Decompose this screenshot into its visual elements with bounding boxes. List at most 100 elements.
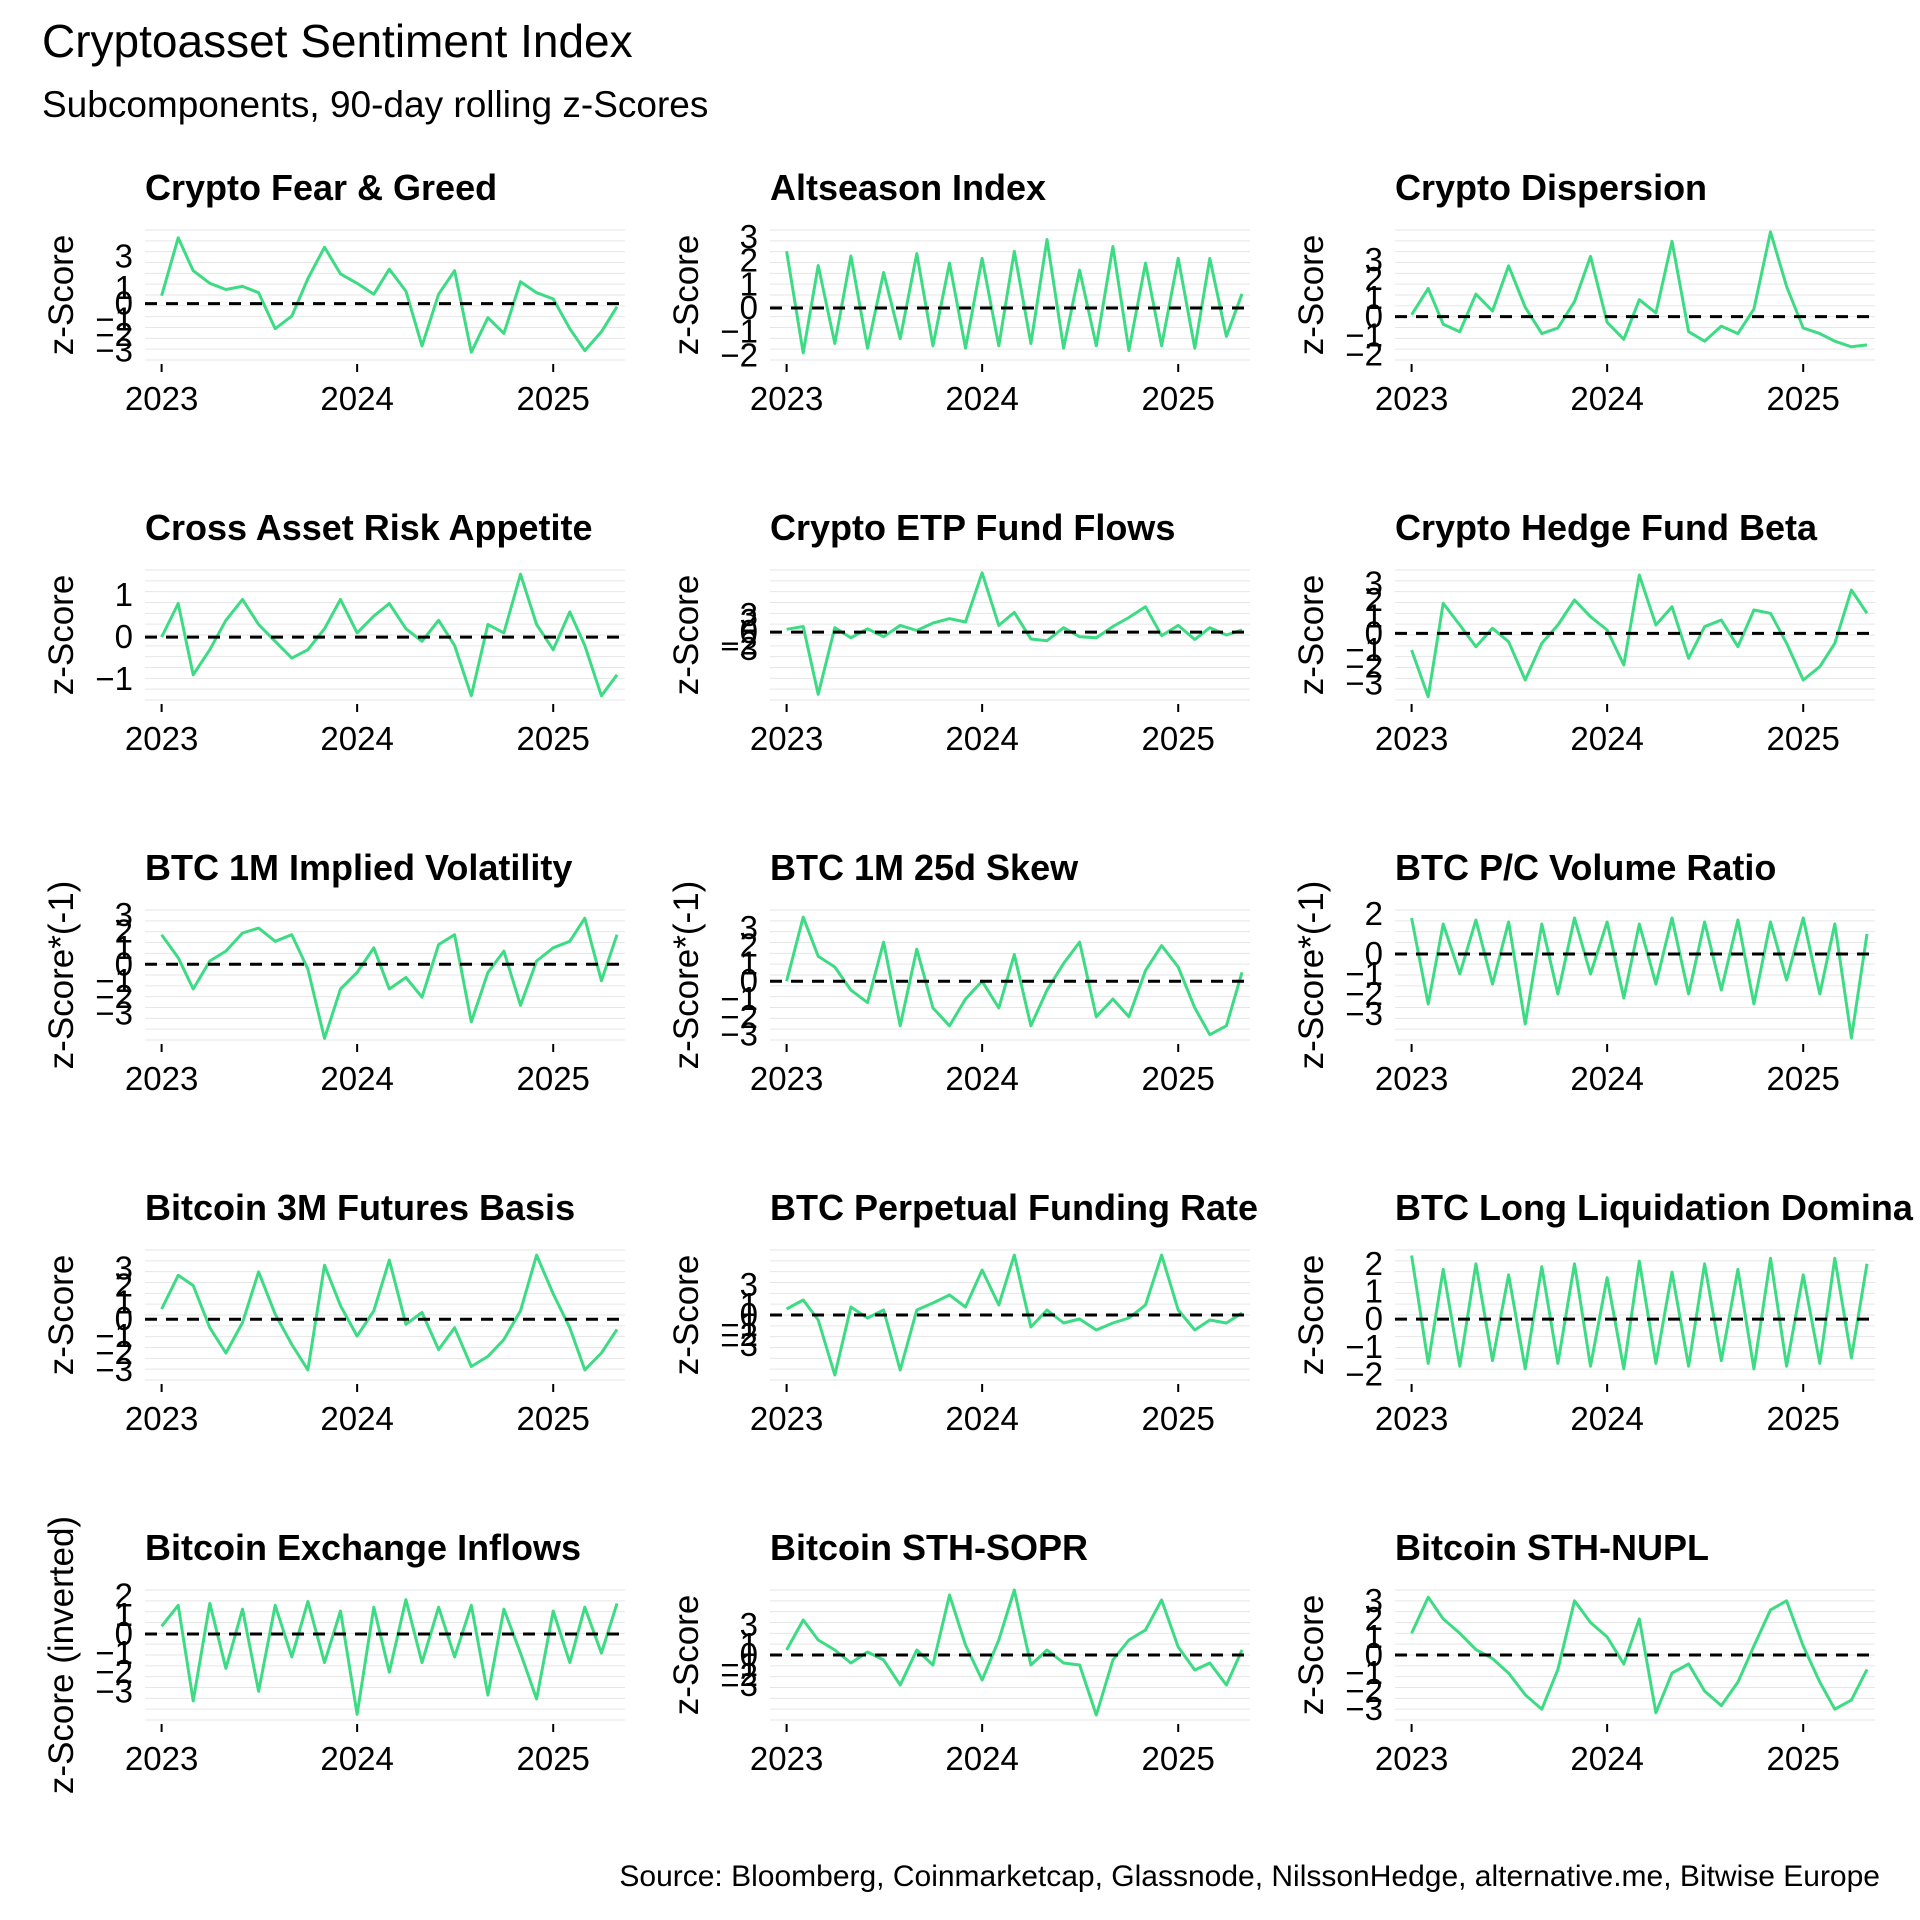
y-tick-label: 0: [115, 1615, 133, 1652]
y-tick-label: −1: [720, 980, 758, 1017]
y-tick-label: 1: [740, 944, 758, 981]
panel-title: Crypto ETP Fund Flows: [770, 507, 1175, 548]
y-axis-label: z-Score: [42, 1255, 81, 1376]
x-tick-label: 2023: [1375, 1400, 1448, 1437]
x-tick-label: 2025: [1767, 720, 1840, 757]
y-tick-label: 0: [115, 1300, 133, 1337]
series-line: [160, 1598, 619, 1716]
y-axis-label: z-Score: [42, 575, 81, 696]
y-tick-label: 0: [115, 945, 133, 982]
y-axis-label: z-Score: [1292, 575, 1331, 696]
y-tick-label: 1: [740, 1286, 758, 1323]
panel-btc-perpetual-funding-rate: BTC Perpetual Funding Rate z-Score 310−1−2…: [667, 1187, 1258, 1437]
y-axis-label: z-Score*(-1): [42, 881, 81, 1070]
panel-title: BTC 1M 25d Skew: [770, 847, 1079, 888]
x-tick-label: 2024: [945, 1740, 1018, 1777]
y-tick-label: 1: [115, 1283, 133, 1320]
y-tick-label: 1: [1365, 279, 1383, 316]
panel-btc-1m-implied-volatility: BTC 1M Implied Volatility z-Score*(-1) 321…: [42, 847, 625, 1097]
y-axis-label: z-Score: [667, 1595, 706, 1716]
y-tick-label: 0: [740, 613, 758, 650]
x-tick-label: 2024: [1570, 1400, 1643, 1437]
y-tick-label: −2: [1345, 1355, 1383, 1392]
y-tick-label: −2: [95, 978, 133, 1015]
panel-title: Crypto Fear & Greed: [145, 167, 497, 208]
y-tick-label: −1: [95, 962, 133, 999]
y-tick-label: 3: [115, 1250, 133, 1287]
x-tick-label: 2024: [945, 1060, 1018, 1097]
panel-title: Altseason Index: [770, 167, 1046, 208]
y-tick-label: −3: [1345, 995, 1383, 1032]
y-tick-label: 2: [1365, 895, 1383, 932]
y-tick-label: 1: [740, 265, 758, 302]
x-tick-label: 2023: [125, 720, 198, 757]
y-tick-label: 0: [1365, 298, 1383, 335]
panel-title: BTC Long Liquidation Domina: [1395, 1187, 1914, 1228]
y-tick-label: −3: [95, 1672, 133, 1709]
panel-title: BTC P/C Volume Ratio: [1395, 847, 1776, 888]
y-tick-label: −3: [720, 1326, 758, 1363]
panel-title: Bitcoin 3M Futures Basis: [145, 1187, 575, 1228]
y-tick-label: −2: [1345, 975, 1383, 1012]
x-tick-label: 2025: [1142, 1740, 1215, 1777]
y-tick-label: 2: [740, 242, 758, 279]
y-tick-label: 2: [740, 927, 758, 964]
series-line: [160, 236, 619, 354]
y-tick-label: 0: [1365, 1636, 1383, 1673]
y-tick-label: −2: [720, 1316, 758, 1353]
panel-crypto-etp-fund-flows: Crypto ETP Fund Flows z-Score 320−2−3 2023 2…: [667, 507, 1250, 757]
y-tick-label: 3: [115, 238, 133, 275]
y-tick-label: −2: [95, 316, 133, 353]
y-tick-label: −1: [95, 300, 133, 337]
y-tick-label: −1: [95, 1634, 133, 1671]
y-tick-label: −1: [1345, 955, 1383, 992]
panel-cross-asset-risk-appetite: Cross Asset Risk Appetite z-Score 1 0 −1 2023…: [42, 507, 625, 757]
y-tick-label: −1: [1345, 1654, 1383, 1691]
y-tick-label: 2: [740, 602, 758, 639]
series-line: [1410, 916, 1869, 1040]
y-tick-label: 1: [115, 576, 133, 613]
series-line: [785, 238, 1244, 355]
x-tick-label: 2024: [1570, 720, 1643, 757]
x-tick-label: 2023: [750, 1060, 823, 1097]
x-tick-label: 2023: [750, 1400, 823, 1437]
x-tick-label: 2024: [945, 380, 1018, 417]
y-axis-label: z-Score: [1292, 1255, 1331, 1376]
y-tick-label: 3: [740, 596, 758, 633]
y-tick-label: −3: [95, 1351, 133, 1388]
y-tick-label: −2: [1345, 335, 1383, 372]
x-tick-label: 2023: [1375, 1060, 1448, 1097]
x-tick-label: 2024: [320, 720, 393, 757]
y-tick-label: −3: [1345, 1690, 1383, 1727]
series-line: [160, 572, 619, 698]
page-subtitle: Subcomponents, 90-day rolling z-Scores: [42, 84, 709, 125]
y-tick-label: −3: [1345, 664, 1383, 701]
x-tick-label: 2025: [1767, 380, 1840, 417]
y-tick-label: −2: [1345, 1672, 1383, 1709]
y-tick-label: −1: [95, 1317, 133, 1354]
panel-btc-p-c-volume-ratio: BTC P/C Volume Ratio z-Score*(-1) 20−1−2−3…: [1292, 847, 1875, 1097]
y-tick-label: −3: [720, 1016, 758, 1053]
x-tick-label: 2025: [1142, 720, 1215, 757]
x-tick-label: 2023: [125, 1060, 198, 1097]
y-tick-label: 0: [1365, 935, 1383, 972]
y-axis-label: z-Score: [667, 235, 706, 356]
y-tick-label: 0: [740, 1636, 758, 1673]
y-tick-label: −3: [95, 332, 133, 369]
y-tick-label: 3: [740, 1266, 758, 1303]
series-line: [785, 915, 1244, 1037]
y-axis-label: z-Score (inverted): [42, 1516, 81, 1794]
series-line: [160, 916, 619, 1040]
panel-crypto-fear-greed: Crypto Fear & Greed z-Score 310−1−2−3 2023 2…: [42, 167, 625, 417]
panel-btc-long-liquidation-domina: BTC Long Liquidation Domina z-Score 210−1−…: [1292, 1187, 1914, 1437]
y-tick-label: 2: [1365, 1600, 1383, 1637]
y-tick-label: −1: [720, 1306, 758, 1343]
y-tick-label: 3: [1365, 564, 1383, 601]
x-tick-label: 2024: [320, 380, 393, 417]
series-line: [160, 1253, 619, 1372]
series-line: [1410, 1255, 1869, 1371]
